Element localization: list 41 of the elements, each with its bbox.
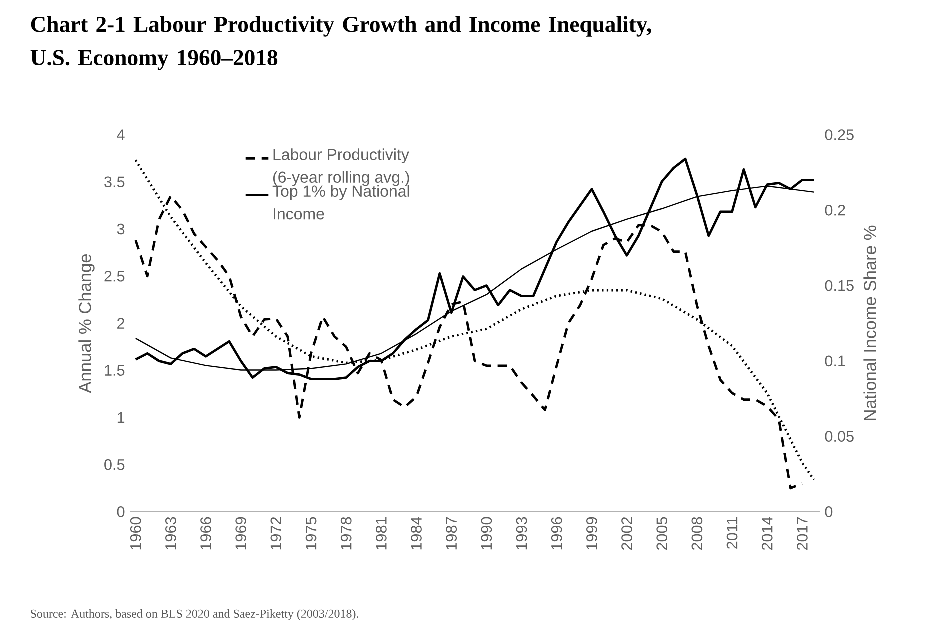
y-tick-label: 0 [117,506,125,518]
y-tick-label: 0.5 [104,459,125,470]
x-tick-label: 1981 [376,517,387,550]
y2-tick-label: 0.25 [825,130,854,140]
y2-tick-label: 0.05 [825,431,854,442]
x-tick-label: 2005 [656,517,668,550]
x-tick-label: 1987 [446,517,458,550]
x-tick-label: 1999 [586,517,598,550]
x-tick-label: 1963 [166,517,176,550]
y2-tick-label: 0 [825,506,833,518]
y2-tick-label: 0.15 [825,280,854,292]
x-tick-label: 1972 [270,517,282,550]
y2-tick-label: 0.1 [825,356,846,367]
x-tick-label: 1990 [481,517,492,550]
x-tick-label: 1993 [516,517,528,550]
x-tick-label: 1978 [340,517,352,550]
y-tick-label: 1.5 [105,365,125,376]
y-tick-label: 2.5 [104,270,125,282]
x-tick-label: 1966 [200,517,212,550]
y-tick-label: 2 [118,318,125,329]
y-tick-label: 3 [117,224,125,235]
y-axis-title: Annual % Change [78,254,95,394]
x-tick-label: 2008 [692,517,703,550]
chart-title: Chart 2-1 Labour Productivity Growth and Income Inequality, U.S. Economy 1960–2018 [30,16,652,70]
x-tick-label: 1975 [306,517,317,550]
y-tick-label: 1 [118,412,125,424]
y2-tick-label: 0.2 [825,204,846,216]
y2-axis-title: National Income Share % [864,226,876,420]
x-tick-label: 1969 [236,517,247,550]
x-tick-label: 1960 [130,517,142,550]
x-tick-label: 2011 [726,517,738,549]
y-tick-label: 4 [117,130,125,140]
x-tick-label: 1996 [551,517,562,550]
x-tick-label: 2002 [622,517,632,550]
x-tick-label: 2017 [797,517,808,550]
legend-label: Top 1% by National Income [272,185,410,220]
x-tick-label: 1984 [411,517,422,550]
source-note: Source: Authors, based on BLS 2020 and Saez-Piketty (2003/2018). [31,610,358,620]
y-tick-label: 3.5 [104,176,125,188]
legend-label: Labour Productivity (6-year rolling avg.) [273,148,410,186]
x-tick-label: 2014 [762,517,773,550]
